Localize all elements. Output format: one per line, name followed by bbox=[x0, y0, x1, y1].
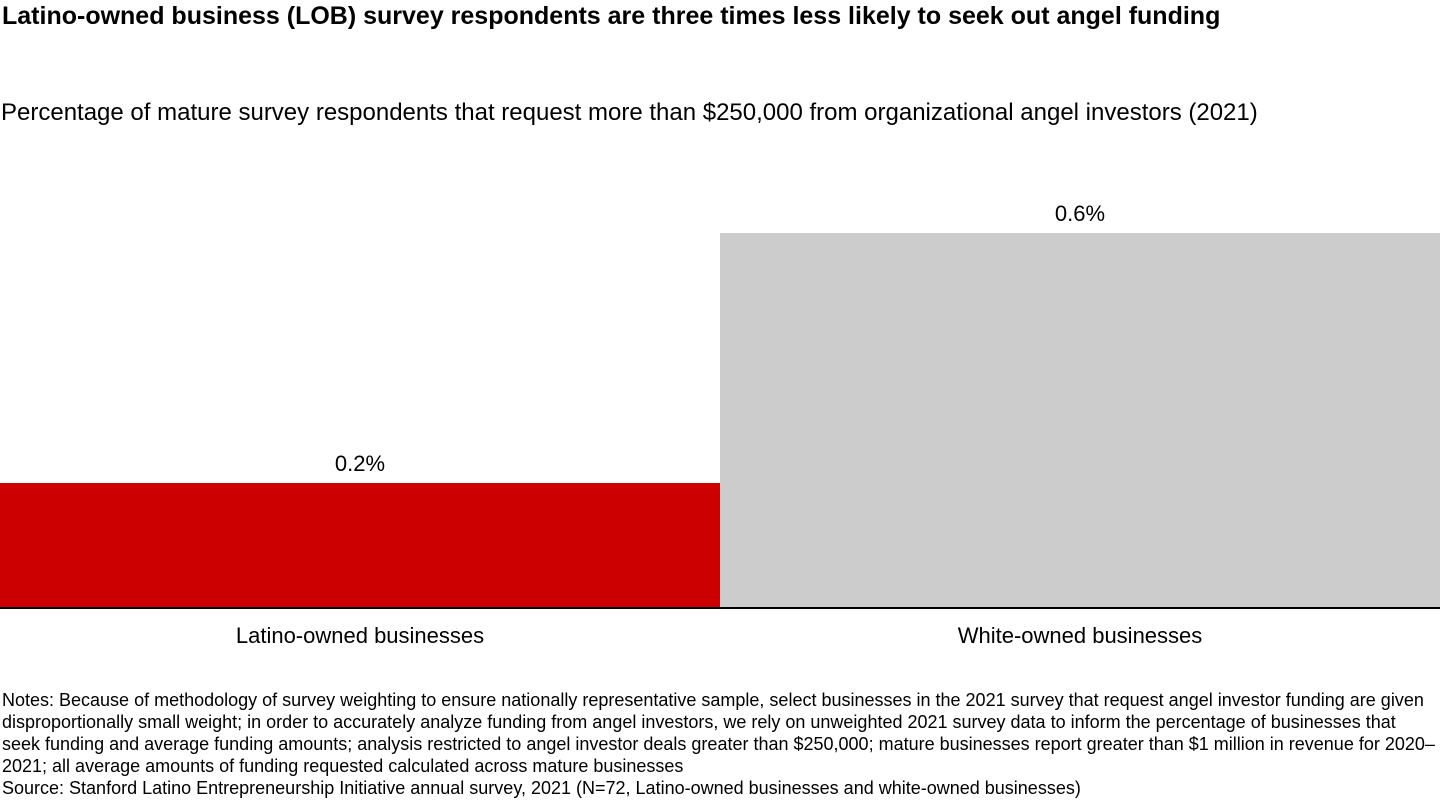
category-label-white-owned-businesses: White-owned businesses bbox=[958, 623, 1203, 648]
chart-title: Latino-owned business (LOB) survey respo… bbox=[2, 2, 1221, 30]
notes-text: Notes: Because of methodology of survey … bbox=[2, 690, 1435, 776]
value-labels-group: 0.2% 0.6% bbox=[335, 201, 1105, 476]
source-text: Source: Stanford Latino Entrepreneurship… bbox=[2, 778, 1081, 798]
category-labels-group: Latino-owned businesses White-owned busin… bbox=[236, 623, 1202, 648]
chart-subtitle: Percentage of mature survey respondents … bbox=[1, 99, 1258, 126]
bar-latino-owned-businesses bbox=[0, 483, 720, 608]
category-label-latino-owned-businesses: Latino-owned businesses bbox=[236, 623, 484, 648]
value-label-latino-owned-businesses: 0.2% bbox=[335, 451, 385, 476]
value-label-white-owned-businesses: 0.6% bbox=[1055, 201, 1105, 226]
footnotes: Notes: Because of methodology of survey … bbox=[2, 689, 1438, 799]
bar-white-owned-businesses bbox=[720, 233, 1440, 608]
bars-group bbox=[0, 233, 1440, 608]
